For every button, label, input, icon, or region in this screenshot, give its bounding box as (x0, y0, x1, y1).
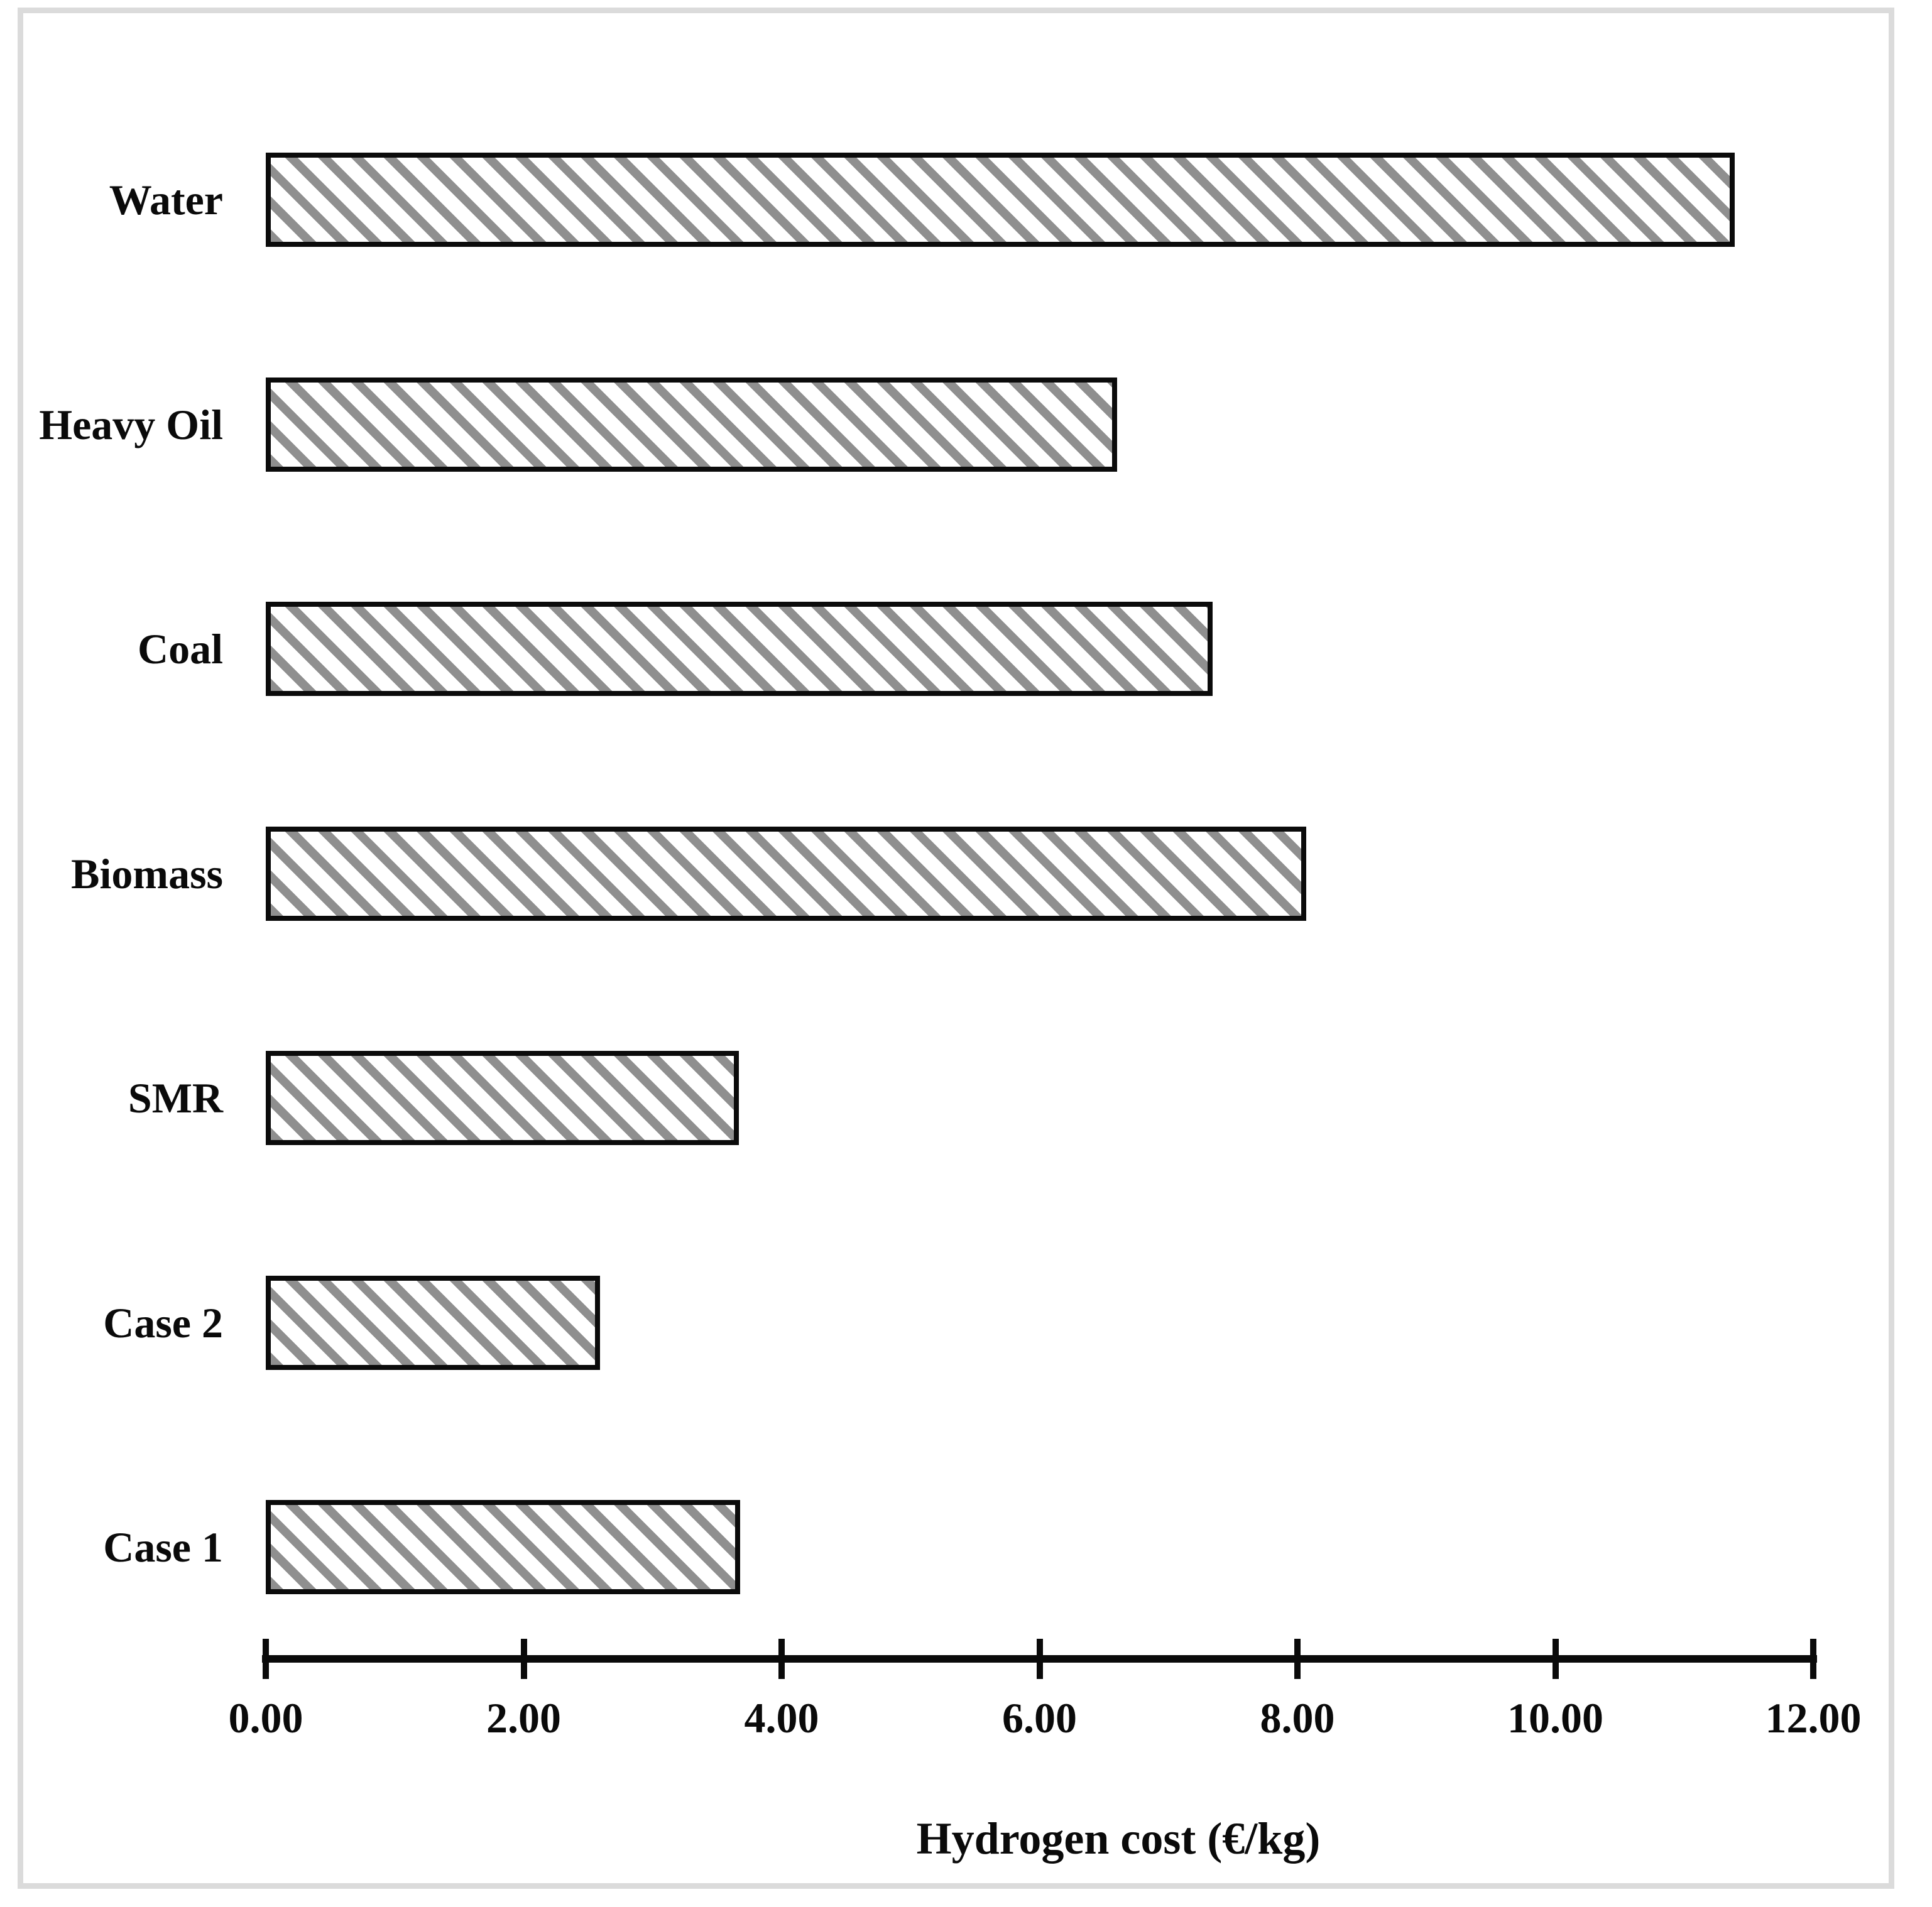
x-axis-tick-8.00 (1294, 1639, 1301, 1679)
x-axis-tick-label-6.00: 6.00 (1002, 1694, 1077, 1742)
x-axis-tick-label-8.00: 8.00 (1260, 1694, 1335, 1742)
category-label-case-1: Case 1 (103, 1523, 223, 1571)
category-label-heavy-oil: Heavy Oil (39, 400, 223, 448)
category-label-water: Water (109, 176, 223, 224)
x-axis-tick-label-10.00: 10.00 (1507, 1694, 1603, 1742)
category-label-coal: Coal (138, 625, 223, 673)
x-axis-tick-label-0.00: 0.00 (228, 1694, 303, 1742)
category-label-biomass: Biomass (71, 849, 223, 898)
x-axis-tick-label-2.00: 2.00 (486, 1694, 561, 1742)
bar-case-1 (266, 1500, 741, 1594)
x-axis-tick-6.00 (1036, 1639, 1043, 1679)
bar-water (266, 153, 1735, 247)
bar-biomass (266, 826, 1307, 921)
x-axis-tick-4.00 (778, 1639, 785, 1679)
category-label-smr: SMR (128, 1074, 223, 1122)
x-axis-tick-label-4.00: 4.00 (744, 1694, 819, 1742)
bar-smr (266, 1051, 740, 1145)
bar-case-2 (266, 1275, 600, 1370)
category-label-case-2: Case 2 (103, 1298, 223, 1347)
x-axis-tick-0.00 (263, 1639, 269, 1679)
x-axis-tick-12.00 (1810, 1639, 1816, 1679)
x-axis-tick-label-12.00: 12.00 (1765, 1694, 1862, 1742)
x-axis-tick-2.00 (520, 1639, 527, 1679)
bar-coal (266, 602, 1213, 696)
x-axis-title: Hydrogen cost (€/kg) (916, 1813, 1321, 1864)
bar-heavy-oil (266, 377, 1117, 472)
x-axis-tick-10.00 (1552, 1639, 1559, 1679)
